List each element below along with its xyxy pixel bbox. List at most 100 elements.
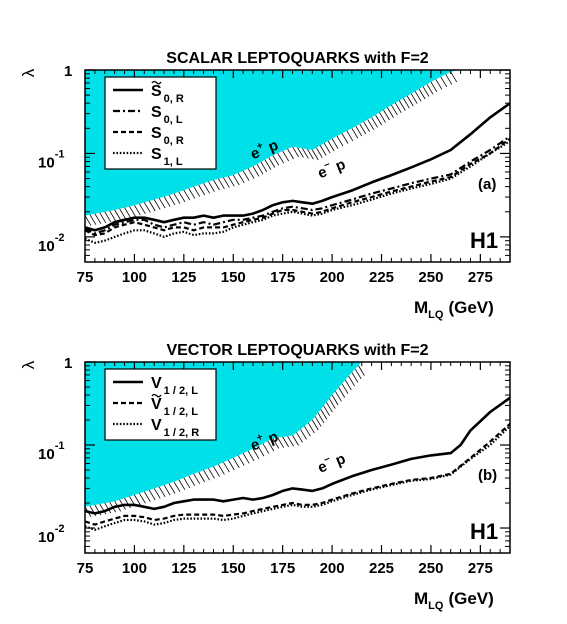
hatch-mark	[323, 142, 331, 154]
y-axis: 110-110-2	[38, 355, 510, 554]
hatch-mark	[227, 459, 235, 471]
chart-title: VECTOR LEPTOQUARKS with F=2	[166, 342, 428, 359]
legend-tilde	[151, 393, 162, 398]
y-tick-base: 1	[64, 63, 72, 80]
y-tick-label: 1	[64, 355, 72, 372]
hatch-mark	[242, 453, 250, 464]
legend-subscript: 0, R	[164, 135, 184, 147]
x-axis-label-unit: (GeV)	[448, 589, 493, 608]
legend-subscript: 1 / 2, L	[164, 385, 199, 397]
hatch-mark	[153, 488, 161, 499]
hatch-mark	[143, 491, 151, 502]
panel-tag: (b)	[478, 467, 497, 484]
series-line-2	[85, 137, 510, 237]
hatch-mark	[297, 147, 304, 158]
hatch-mark	[426, 84, 434, 95]
y-tick-exponent: -2	[55, 232, 65, 244]
legend-subscript: 0, R	[164, 93, 184, 105]
hatch-mark	[358, 365, 365, 376]
hatch-mark	[256, 163, 264, 175]
region-sup: +	[255, 432, 265, 444]
hatch-mark	[183, 189, 191, 201]
boundary-hatching	[85, 71, 458, 226]
hatch-mark	[430, 81, 438, 93]
y-tick-exponent: -1	[55, 440, 65, 452]
hatch-mark	[109, 210, 117, 222]
legend-subscript: 1 / 2, R	[164, 427, 200, 439]
hatch-mark	[422, 86, 430, 97]
experiment-label: H1	[470, 228, 498, 253]
hatch-mark	[418, 88, 426, 100]
hatch-mark	[237, 455, 245, 466]
x-tick-label: 200	[320, 560, 345, 577]
hatch-mark	[124, 207, 131, 218]
hatch-mark	[94, 213, 102, 224]
hatch-mark	[232, 174, 240, 186]
hatch-mark	[406, 95, 414, 107]
hatch-mark	[178, 479, 186, 491]
y-tick-label: 10-1	[38, 148, 64, 171]
hatch-mark	[104, 502, 112, 514]
hatch-mark	[379, 112, 386, 123]
y-axis-label: λ	[19, 68, 38, 77]
panel-tag: (a)	[478, 176, 496, 193]
hatch-mark	[213, 466, 220, 477]
hatch-mark	[227, 176, 235, 187]
hatch-mark	[440, 76, 448, 88]
hatch-mark	[354, 368, 362, 380]
hatch-mark	[308, 422, 315, 434]
x-tick-label: 225	[369, 560, 394, 577]
x-axis-label: MLQ (GeV)	[414, 298, 494, 321]
hatch-mark	[114, 209, 122, 221]
hatch-mark	[315, 147, 323, 158]
series-line-0	[85, 396, 510, 515]
y-tick-label: 1	[64, 63, 72, 80]
hatch-mark	[351, 128, 359, 139]
region-label: e−p	[315, 448, 348, 476]
hatch-mark	[344, 379, 352, 391]
legend-symbol: S	[151, 146, 162, 163]
hatch-mark	[341, 133, 349, 144]
region-p: p	[333, 156, 348, 175]
hatch-mark	[252, 448, 260, 460]
x-tick-label: 250	[418, 269, 443, 286]
x-tick-label: 200	[320, 269, 345, 286]
hatch-mark	[267, 440, 275, 452]
hatch-mark	[402, 97, 410, 109]
hatch-mark	[304, 425, 311, 437]
hatch-mark	[134, 204, 141, 216]
x-tick-label: 75	[77, 269, 94, 286]
hatch-mark	[311, 149, 319, 161]
hatch-mark	[320, 409, 328, 420]
hatch-mark	[287, 436, 294, 447]
x-axis-label: MLQ (GeV)	[414, 589, 494, 612]
hatch-mark	[387, 107, 394, 118]
x-axis-label-unit: (GeV)	[448, 298, 493, 317]
legend-symbol: S	[151, 125, 162, 142]
hatch-mark	[203, 183, 210, 194]
hatch-mark	[148, 200, 156, 212]
hatch-mark	[173, 193, 181, 204]
hatch-mark	[119, 208, 126, 220]
x-tick-label: 100	[122, 269, 147, 286]
hatch-mark	[153, 199, 161, 210]
y-tick-label: 10-1	[38, 440, 64, 463]
hatch-mark	[242, 170, 250, 181]
x-axis-label-subscript: LQ	[428, 600, 444, 612]
legend-tilde	[151, 80, 162, 85]
hatch-mark	[348, 375, 355, 387]
series-line-3	[85, 140, 510, 244]
hatch-mark	[203, 469, 210, 481]
region-p: p	[333, 450, 348, 469]
hatch-mark	[336, 135, 344, 147]
hatch-mark	[327, 140, 335, 152]
x-tick-label: 175	[270, 560, 295, 577]
hatch-mark	[163, 196, 171, 207]
hatch-mark	[282, 436, 290, 448]
hatch-mark	[148, 489, 156, 501]
hatch-mark	[346, 130, 354, 142]
legend-symbol: V	[151, 417, 162, 434]
hatch-mark	[237, 172, 245, 184]
hatch-mark	[272, 438, 280, 449]
